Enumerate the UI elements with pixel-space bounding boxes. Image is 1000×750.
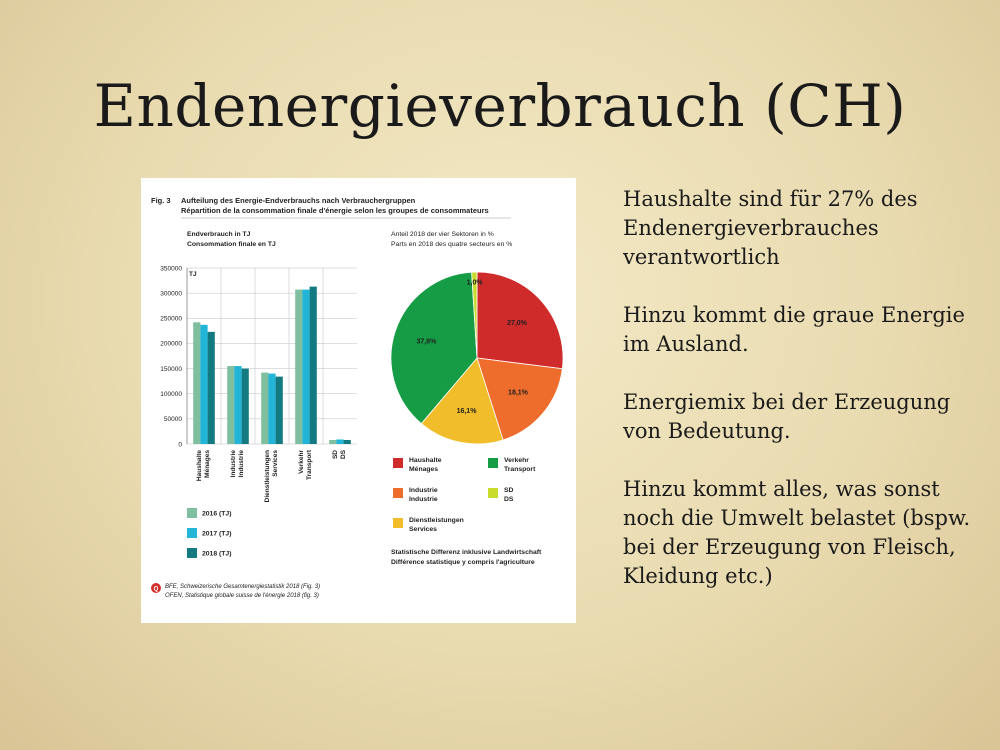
- x-category-label: Ménages: [204, 450, 211, 478]
- bar-2017tj: [268, 373, 276, 444]
- bar-2017tj: [336, 439, 344, 444]
- bar-2016tj: [295, 289, 303, 444]
- pie-legend-swatch: [488, 458, 498, 468]
- bar-2016tj: [193, 322, 201, 444]
- legend-swatch: [187, 528, 197, 538]
- figure-title-fr: Répartition de la consommation finale d'…: [181, 206, 489, 215]
- bar-chart-title: Endverbrauch in TJ: [187, 231, 251, 238]
- pie-legend-swatch: [393, 488, 403, 498]
- legend-swatch: [187, 548, 197, 558]
- y-tick-label: 200000: [160, 341, 182, 348]
- x-category-label: DS: [340, 449, 347, 459]
- pie-slice-label: 1,0%: [467, 280, 484, 287]
- legend-label: 2018 (TJ): [202, 551, 231, 558]
- bar-2016tj: [329, 439, 337, 444]
- bar-2018tj: [343, 439, 351, 444]
- pie-legend-label: Verkehr: [504, 457, 529, 464]
- bar-legend: 2016 (TJ) 2017 (TJ) 2018 (TJ): [187, 508, 231, 558]
- bar-gridlines: [186, 267, 357, 445]
- slide-body-text: Haushalte sind für 27% des Endenergiever…: [623, 185, 993, 620]
- y-tick-labels: 0 50000 100000 150000 200000 250000 300000 3500…: [160, 265, 182, 448]
- x-category-label: Haushalte: [196, 450, 203, 481]
- pie-legend-label: Dienstleistungen: [409, 517, 464, 524]
- y-tick-label: 150000: [160, 366, 182, 373]
- slide-title: Endenergieverbrauch (CH): [93, 72, 907, 140]
- bar-chart-subtitle: Consommation finale en TJ: [187, 241, 276, 248]
- bar-2018tj: [241, 368, 249, 444]
- pie-slice-label: 16,1%: [457, 408, 478, 415]
- x-category-label: Dienstleistungen: [264, 450, 271, 502]
- source-de: BFE, Schweizerische Gesamtenergiestatist…: [165, 584, 320, 590]
- svg-text:Q: Q: [154, 587, 159, 593]
- pie-slice-industrie: [476, 357, 563, 441]
- y-tick-label: 0: [178, 441, 182, 448]
- pie-slice-verkehr: [390, 271, 478, 425]
- pie-legend-label: DS: [504, 496, 514, 503]
- bar-2018tj: [207, 331, 215, 444]
- x-category-label: Industrie: [238, 450, 245, 478]
- legend-label: 2017 (TJ): [202, 531, 231, 538]
- x-category-labels: Haushalte Ménages Industrie Industrie Dienst…: [196, 449, 347, 502]
- pie-legend-swatch: [393, 518, 403, 528]
- pie-legend-label: Haushalte: [409, 457, 442, 464]
- figure-panel: Fig. 3 Aufteilung des Energie-Endverbrau…: [141, 178, 576, 623]
- pie-slice-label: 27,0%: [507, 320, 528, 327]
- x-category-label: Industrie: [230, 450, 237, 478]
- pie-slice-haushalte: [476, 271, 564, 370]
- x-category-label: Verkehr: [298, 450, 305, 474]
- body-paragraph-4: Hinzu kommt alles, was sonst noch die Um…: [623, 477, 971, 588]
- pie-slices: [390, 271, 564, 445]
- source-fr: OFEN, Statistique globale suisse de l'én…: [165, 593, 319, 599]
- pie-legend-swatch: [393, 458, 403, 468]
- bar-2018tj: [275, 376, 283, 444]
- pie-legend-label: Industrie: [409, 487, 438, 494]
- chart-figure: Fig. 3 Aufteilung des Energie-Endverbrau…: [151, 196, 564, 599]
- y-tick-label: 100000: [160, 391, 182, 398]
- body-paragraph-3: Energiemix bei der Erzeugung von Bedeutu…: [623, 390, 951, 443]
- y-tick-label: 50000: [164, 416, 182, 423]
- source-icon: Q: [151, 583, 161, 593]
- y-tick-label: 300000: [160, 290, 182, 297]
- pie-slice-dienstleistungen: [420, 357, 504, 445]
- y-axis-unit: TJ: [189, 271, 197, 278]
- pie-legend: Haushalte Ménages Verkehr Transport Industri…: [393, 457, 536, 533]
- pie-chart-title: Anteil 2018 der vier Sektoren in %: [391, 231, 494, 238]
- pie-slice-labels: 27,0% 18,1% 16,1% 37,8% 1,0%: [416, 280, 528, 415]
- bar-2017tj: [200, 324, 208, 444]
- pie-slice-label: 37,8%: [416, 339, 437, 346]
- pie-legend-label: Ménages: [409, 466, 438, 473]
- pie-chart-subtitle: Parts en 2018 des quatre secteurs en %: [391, 241, 512, 248]
- pie-legend-label: Transport: [504, 466, 536, 473]
- x-category-label: Transport: [306, 449, 313, 480]
- legend-swatch: [187, 508, 197, 518]
- bar-2017tj: [234, 366, 242, 444]
- pie-slice-sd: [471, 271, 478, 359]
- pie-legend-label: Services: [409, 526, 437, 533]
- legend-label: 2016 (TJ): [202, 511, 231, 518]
- x-category-label: SD: [332, 450, 339, 459]
- bar-2018tj: [309, 286, 317, 444]
- pie-slice-label: 18,1%: [508, 390, 529, 397]
- bar-series: [193, 286, 351, 444]
- pie-legend-label: Industrie: [409, 496, 438, 503]
- footnote-fr: Différence statistique y compris l'agric…: [391, 559, 535, 566]
- footnote-de: Statistische Differenz inklusive Landwir…: [391, 549, 542, 556]
- figure-label: Fig. 3: [151, 196, 171, 205]
- y-tick-label: 350000: [160, 265, 182, 272]
- bar-2016tj: [227, 366, 235, 444]
- bar-2016tj: [261, 372, 269, 444]
- y-tick-label: 250000: [160, 316, 182, 323]
- pie-legend-label: SD: [504, 487, 514, 494]
- bar-2017tj: [302, 289, 310, 444]
- x-category-label: Services: [272, 450, 279, 477]
- body-paragraph-1: Haushalte sind für 27% des Endenergiever…: [623, 187, 918, 269]
- pie-legend-swatch: [488, 488, 498, 498]
- body-paragraph-2: Hinzu kommt die graue Energie im Ausland…: [623, 303, 965, 356]
- figure-title-de: Aufteilung des Energie-Endverbrauchs nac…: [181, 196, 416, 205]
